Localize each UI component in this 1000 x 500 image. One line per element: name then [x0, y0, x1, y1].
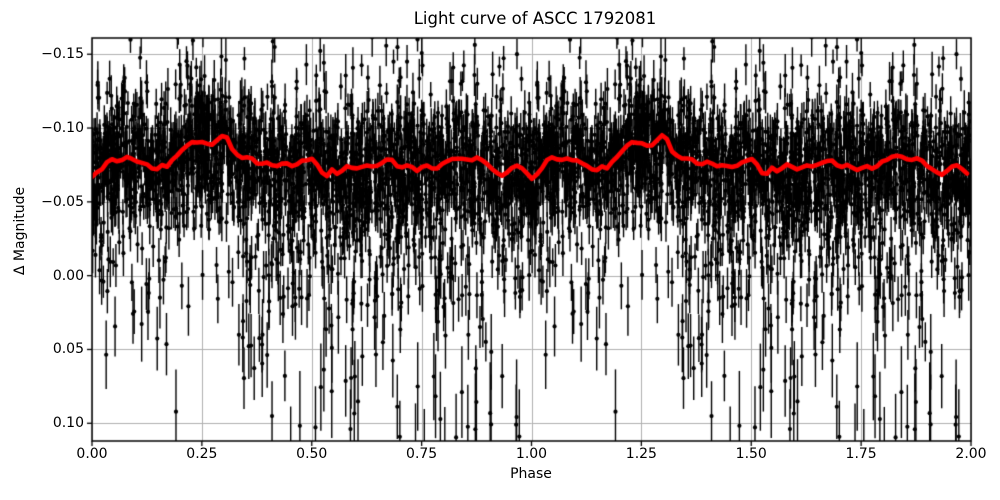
- y-tick-label: −0.15: [41, 46, 84, 63]
- y-tick-label: −0.10: [41, 120, 84, 137]
- y-tick-label: −0.05: [41, 193, 84, 210]
- chart-title: Light curve of ASCC 1792081: [413, 9, 657, 28]
- x-axis-label: Phase: [510, 466, 552, 482]
- x-tick-label: 0.75: [406, 446, 438, 462]
- x-tick-label: 1.75: [845, 446, 877, 462]
- x-tick-label: 2.00: [955, 446, 987, 462]
- x-tick-label: 0.25: [186, 446, 218, 462]
- y-tick-label: 0.00: [52, 267, 84, 284]
- x-tick-label: 0.50: [296, 446, 328, 462]
- y-tick-label: 0.05: [52, 341, 84, 358]
- y-axis-label: Δ Magnitude: [12, 186, 28, 276]
- x-tick-label: 0.00: [76, 446, 108, 462]
- y-tick-label: 0.10: [52, 415, 84, 432]
- x-tick-label: 1.00: [515, 446, 548, 462]
- x-tick-label: 1.25: [625, 446, 657, 462]
- x-tick-label: 1.50: [735, 446, 767, 462]
